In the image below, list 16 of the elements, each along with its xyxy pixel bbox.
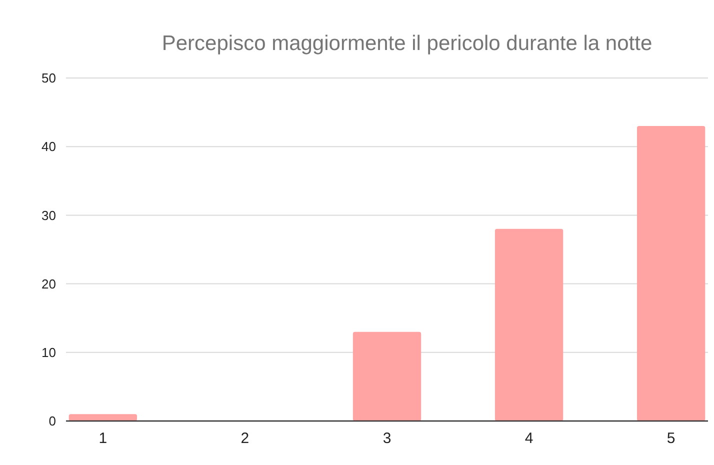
y-tick-label: 10 <box>42 344 56 360</box>
bar <box>68 414 138 421</box>
y-tick-label: 20 <box>42 276 56 292</box>
x-tick-label: 4 <box>524 430 534 447</box>
bar <box>494 228 564 421</box>
chart-title: Percepisco maggiormente il pericolo durante la notte <box>162 32 652 55</box>
x-tick-label: 3 <box>382 430 392 447</box>
x-tick-label: 1 <box>98 430 108 447</box>
y-tick-label: 40 <box>42 139 56 154</box>
x-tick-label: 2 <box>240 430 250 447</box>
y-tick-label: 50 <box>42 70 56 86</box>
y-tick-label: 0 <box>48 414 56 429</box>
bar <box>352 332 422 421</box>
x-tick-label: 5 <box>666 430 676 447</box>
y-tick-label: 30 <box>42 208 56 223</box>
bar <box>636 126 706 421</box>
